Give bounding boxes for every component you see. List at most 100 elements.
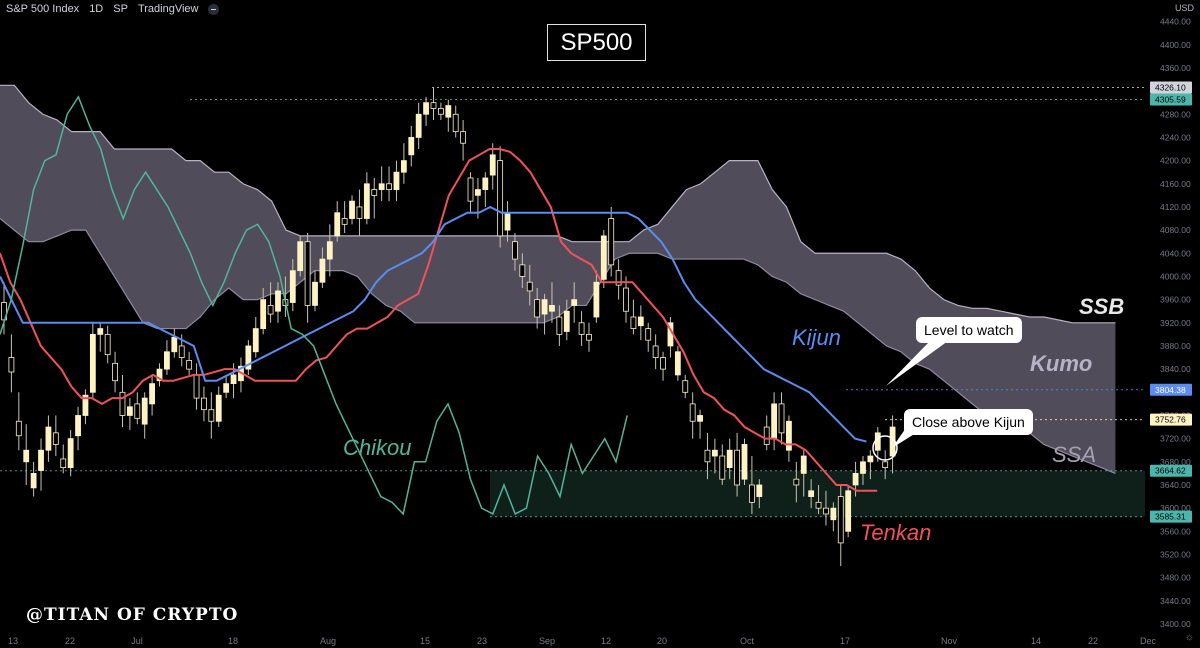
kumo-label: Kumo [1030,351,1093,376]
symbol-header[interactable]: S&P 500 Index 1D SP TradingView [6,3,220,15]
candle [467,172,474,213]
candle [711,438,718,474]
candle-body [334,212,341,237]
candle-body [423,102,429,115]
candle [578,311,585,346]
kijun-label: Kijun [792,325,841,350]
candle-body [793,478,800,486]
price-tick-label: 4200.00 [1160,156,1191,166]
candle-body [512,241,518,260]
candle-body [704,449,711,463]
time-tick-label: Sep [539,636,555,646]
candle-body [386,183,392,190]
kumo-fill [0,85,1116,474]
candle [223,374,230,399]
candle-body [482,177,489,190]
price-tick-label: 4240.00 [1160,132,1191,142]
symbol-name[interactable]: S&P 500 Index [6,3,80,15]
price-tick-label: 4160.00 [1160,179,1191,189]
candle [238,357,244,393]
candle-body [289,270,296,303]
candle [423,96,429,126]
price-level-text: 4305.59 [1155,94,1186,104]
currency-label[interactable]: USD [1174,3,1194,13]
candle [726,438,733,480]
candle-body [415,113,422,138]
candle [808,479,815,509]
settings-gear-icon[interactable]: ☼ [1184,632,1194,643]
price-axis[interactable]: 4440.004400.004360.004320.004280.004240.… [1148,0,1200,648]
price-tick-label: 4120.00 [1160,202,1191,212]
price-tick-label: 4040.00 [1160,248,1191,258]
candle [778,392,785,445]
candle [319,247,326,289]
candle-body [593,281,600,318]
candle-body [756,484,763,497]
candle-body [874,432,881,451]
candle-body [749,484,755,503]
candle-body [156,368,163,382]
candle [156,363,163,387]
candle-body [297,241,304,272]
candle-body [845,490,852,532]
price-level-badge [1150,510,1192,523]
candle-body [645,328,652,341]
candle-body [349,200,355,219]
price-tick-label: 3720.00 [1160,434,1191,444]
candle [141,392,148,439]
candle [341,201,348,234]
price-tick-label: 4360.00 [1160,63,1191,73]
candle-body [245,345,252,370]
ichimoku-lines [0,95,878,516]
time-tick-label: 14 [1031,636,1041,646]
candle-body [215,394,222,422]
candle-body [252,328,259,353]
candle [786,415,792,462]
candle [674,345,681,381]
candle [452,105,459,138]
time-tick-label: 20 [657,636,667,646]
candle [667,317,674,358]
candle-body [445,105,452,118]
price-tick-label: 4280.00 [1160,109,1191,119]
candle [15,392,22,451]
candle [593,270,600,323]
watermark: @TITAN OF CRYPTO [26,605,239,625]
candle-body [763,426,770,445]
candle [645,322,652,352]
candle-body [112,362,118,382]
candle [326,224,333,277]
price-level-badge [1150,93,1192,106]
candle-body [689,403,696,422]
chart-title: SP500 [547,24,646,61]
candle [704,432,711,480]
candle-body [408,137,415,156]
candle-body [460,131,467,144]
price-tick-label: 3520.00 [1160,549,1191,559]
candle-body [275,290,281,312]
price-tick-label: 3600.00 [1160,503,1191,513]
ssa-label: SSA [1052,442,1097,467]
candle [541,293,548,335]
candle [837,484,844,567]
time-tick-label: Oct [740,636,755,646]
candle [126,398,133,430]
time-axis[interactable]: 13 22 Jul 18 Aug 15 23 Sep 12 20 Oct 17 Nov 14 22 Dec [8,636,1157,646]
candle-body [830,507,837,521]
collapse-icon[interactable] [208,3,220,15]
candle-body [430,102,437,109]
price-tick-label: 3880.00 [1160,341,1191,351]
candle-body [726,449,733,469]
candle-body [697,415,703,422]
candle-body [97,328,104,335]
candle [312,270,318,312]
candle [52,415,59,457]
price-tick-label: 3960.00 [1160,295,1191,305]
interval-label[interactable]: 1D [89,3,104,15]
candle [60,444,67,474]
candle [193,363,200,410]
candle-body [319,258,326,283]
candle [437,102,444,121]
candle-body [223,383,230,393]
candle [637,305,644,341]
